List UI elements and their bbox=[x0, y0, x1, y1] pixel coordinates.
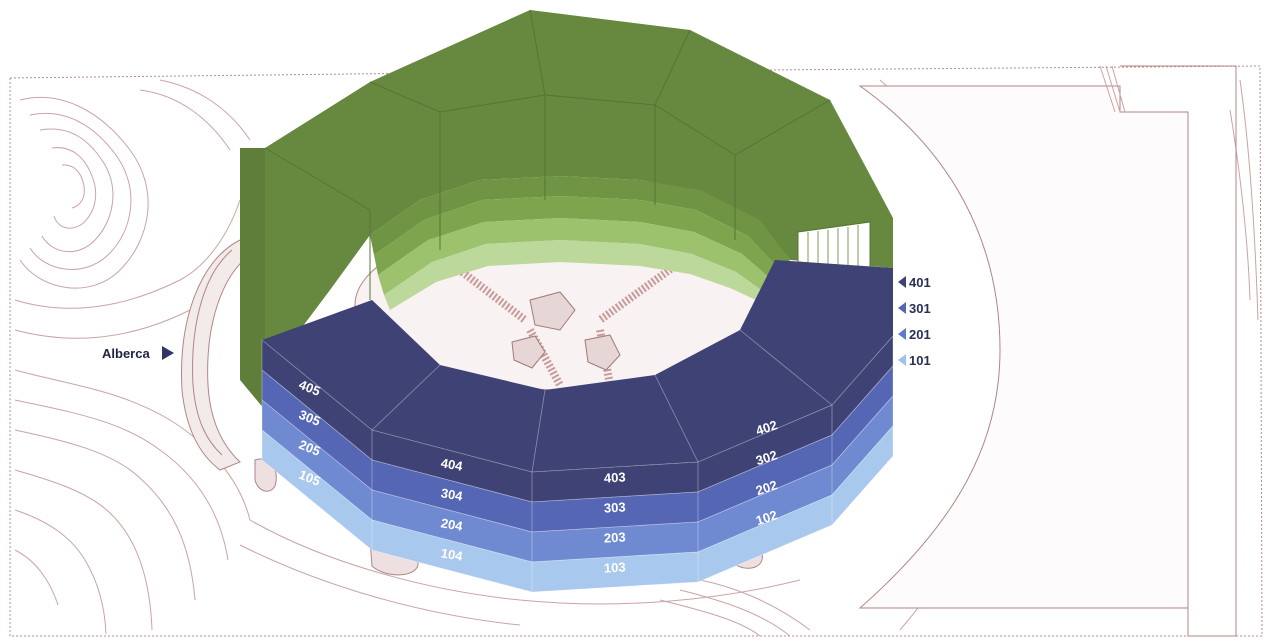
floor-marker-icon bbox=[898, 328, 906, 340]
floor-1-facade bbox=[261, 424, 894, 593]
green-band-2 bbox=[374, 196, 780, 280]
contour-line bbox=[139, 89, 231, 151]
road-outline bbox=[1120, 65, 1237, 637]
unit-label: 402 bbox=[754, 417, 779, 438]
unit-label: 204 bbox=[440, 515, 465, 534]
contour-line bbox=[14, 549, 59, 606]
blue-wing bbox=[261, 260, 894, 593]
floor-4-roof bbox=[262, 260, 893, 472]
unit-label: 403 bbox=[604, 469, 626, 485]
floor-legend-label: 301 bbox=[909, 301, 931, 316]
blue-facet-lines bbox=[371, 329, 833, 592]
unit-label: 104 bbox=[440, 545, 465, 564]
floor-legend: 401 301 201 101 bbox=[898, 275, 931, 368]
pool-inner bbox=[192, 249, 233, 456]
alberca-marker: Alberca bbox=[102, 346, 174, 361]
green-band-1 bbox=[370, 176, 790, 270]
unit-label: 202 bbox=[754, 477, 779, 498]
floor-marker-icon bbox=[898, 354, 906, 366]
hatch-lines bbox=[1099, 65, 1126, 113]
green-roof bbox=[265, 10, 893, 340]
courtyard-path bbox=[437, 251, 693, 387]
contour-line bbox=[14, 309, 191, 339]
unit-label: 103 bbox=[604, 559, 626, 575]
green-band-3 bbox=[378, 218, 772, 295]
contour-line bbox=[659, 599, 761, 637]
unit-label: 404 bbox=[440, 455, 465, 474]
floor-legend-label: 401 bbox=[909, 275, 931, 290]
contour-line bbox=[1239, 79, 1259, 321]
contour-line bbox=[14, 199, 241, 309]
contour-line bbox=[29, 113, 132, 270]
floor-marker-icon bbox=[898, 276, 906, 288]
green-wing bbox=[240, 9, 893, 410]
contour-line bbox=[14, 429, 196, 601]
contour-line bbox=[14, 469, 153, 631]
marker-arrow-icon bbox=[162, 346, 174, 360]
green-facet-lines bbox=[264, 9, 831, 300]
contour-line bbox=[159, 79, 251, 141]
green-band-4 bbox=[384, 240, 764, 310]
unit-label: 102 bbox=[754, 507, 779, 528]
green-left-facade bbox=[240, 148, 265, 410]
floor-legend-label: 101 bbox=[909, 353, 931, 368]
contour-line bbox=[249, 519, 801, 605]
stair-lines bbox=[807, 225, 859, 267]
terrace-outline bbox=[858, 85, 1189, 609]
floor-legend-label: 201 bbox=[909, 327, 931, 342]
pool-outline bbox=[181, 239, 251, 471]
unit-label: 304 bbox=[440, 485, 465, 504]
contour-line bbox=[699, 579, 811, 631]
courtyard-rock bbox=[511, 335, 546, 369]
contour-line bbox=[14, 509, 107, 635]
floor-marker-icon bbox=[898, 302, 906, 314]
contour-line bbox=[14, 399, 229, 561]
contour-line bbox=[61, 164, 85, 209]
contour-line bbox=[239, 544, 521, 626]
alberca-label: Alberca bbox=[102, 346, 150, 361]
contour-line bbox=[14, 369, 251, 521]
unit-label: 303 bbox=[604, 499, 626, 515]
contour-line bbox=[39, 128, 114, 253]
contour-line bbox=[19, 96, 149, 289]
unit-label: 302 bbox=[754, 447, 779, 468]
contour-line bbox=[51, 147, 97, 229]
unit-labels: 4024034044053023033043052022032042051021… bbox=[297, 377, 779, 576]
contour-line bbox=[679, 589, 791, 637]
unit-label: 203 bbox=[604, 529, 626, 545]
courtyard-rock bbox=[584, 334, 621, 371]
courtyard-rock bbox=[529, 291, 576, 331]
contour-line bbox=[1229, 109, 1251, 301]
